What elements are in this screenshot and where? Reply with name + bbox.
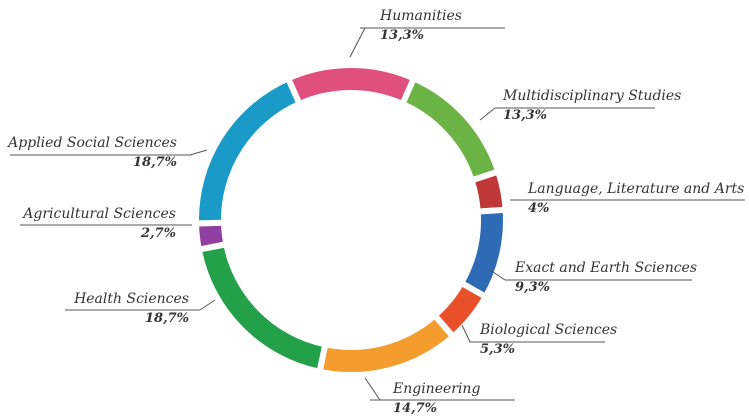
segment-value: 4%	[528, 201, 549, 216]
donut-segment	[284, 62, 418, 108]
segment-label: Health Sciences	[73, 291, 189, 307]
donut-segment	[467, 167, 509, 215]
segment-label: Applied Social Sciences	[6, 135, 177, 151]
segment-label: Biological Sciences	[479, 322, 617, 338]
segment-label: Engineering	[392, 381, 480, 397]
segment-value: 5,3%	[480, 342, 515, 357]
leader-line	[489, 269, 506, 281]
donut-segment	[316, 311, 458, 378]
leader-line	[199, 299, 216, 311]
segment-value: 13,3%	[503, 108, 547, 123]
leader-line	[479, 107, 496, 121]
leader-line	[189, 149, 208, 156]
segment-label: Multidisciplinary Studies	[502, 88, 681, 104]
segment-value: 18,7%	[145, 311, 189, 326]
leader-line	[349, 27, 366, 58]
segment-value: 9,3%	[515, 280, 550, 295]
segment-label: Humanities	[379, 8, 462, 24]
donut-segment	[192, 219, 230, 254]
segment-value: 14,7%	[393, 401, 437, 416]
leader-line	[364, 377, 381, 401]
segment-value: 13,3%	[380, 28, 424, 43]
leader-line	[461, 324, 471, 343]
segment-value: 18,7%	[133, 155, 177, 170]
segment-value: 2,7%	[140, 226, 176, 241]
donut-segment	[195, 240, 329, 376]
segment-label: Exact and Earth Sciences	[514, 260, 697, 276]
donut-segment	[398, 74, 503, 185]
donut-segment	[193, 74, 304, 227]
segment-label: Agricultural Sciences	[21, 206, 176, 222]
segment-label: Language, Literature and Arts	[527, 181, 744, 197]
